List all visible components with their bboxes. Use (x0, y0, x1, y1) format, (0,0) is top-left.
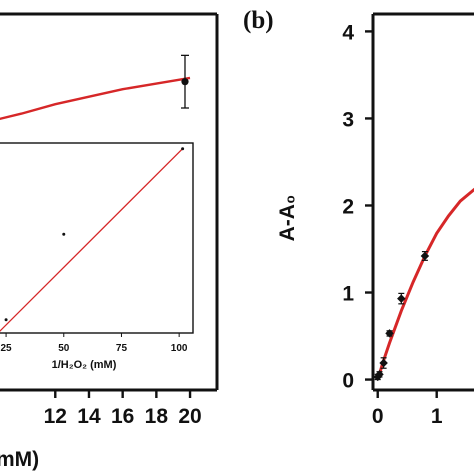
inset-x-tick-label: 50 (58, 343, 70, 354)
panel-b-y-ticks: 0 1 2 3 4 (342, 21, 373, 393)
inset-frame (0, 142, 194, 334)
panel-b-x-tick-label: 0 (372, 405, 384, 428)
inset-x-tick-label: 25 (1, 343, 13, 354)
panel-b-data-point (397, 294, 406, 303)
inset-data-points (4, 147, 185, 322)
panel-b-y-tick-label: 3 (342, 108, 354, 131)
panel-b-y-tick-label: 4 (342, 21, 354, 44)
panel-a-x-tick-label: 18 (145, 405, 169, 428)
panel-a-x-tick-label: 12 (44, 405, 67, 428)
panel-b-y-tick-label: 1 (342, 283, 354, 306)
panel-a-x-axis-label: mM) (0, 448, 39, 471)
panel-a-x-tick-label: 16 (111, 405, 134, 428)
panel-b-x-tick-label: 1 (431, 405, 443, 428)
panel-b-data-point (385, 329, 394, 338)
panel-a-x-tick-label: 14 (77, 405, 101, 428)
panel-b-data-point (420, 251, 430, 261)
panel-a-x-tick-label: 20 (178, 405, 201, 428)
inset-fit-line (0, 148, 184, 332)
inset-x-tick-label: 100 (171, 343, 188, 354)
inset-x-axis-label: 1/H₂O₂ (mM) (52, 359, 117, 371)
panel-a: 12 14 16 18 20 mM) 25 50 75 100 1/H₂O₂ (mM) (0, 12, 219, 471)
panel-a-inset: 25 50 75 100 1/H₂O₂ (mM) (0, 142, 194, 371)
panel-b-data-points (373, 251, 430, 382)
panel-b-data-point (375, 370, 384, 379)
panel-b-data-point (379, 358, 388, 368)
panel-b-y-tick-label: 0 (342, 370, 354, 393)
panel-a-x-ticks: 12 14 16 18 20 (44, 390, 202, 428)
inset-data-point (181, 147, 185, 151)
panel-a-data-point (181, 78, 189, 86)
panel-a-data-points (180, 54, 189, 109)
panel-b-fit-line (376, 187, 474, 381)
inset-data-point (4, 318, 8, 322)
inset-x-ticks: 25 50 75 100 (1, 333, 188, 354)
panel-a-fit-line (0, 76, 191, 121)
inset-data-point (62, 232, 66, 236)
panel-b-y-axis-label: A-A₀ (276, 195, 299, 242)
panel-b-y-tick-label: 2 (342, 195, 354, 218)
panel-b-label: (b) (243, 7, 274, 34)
inset-x-tick-label: 75 (116, 343, 128, 354)
